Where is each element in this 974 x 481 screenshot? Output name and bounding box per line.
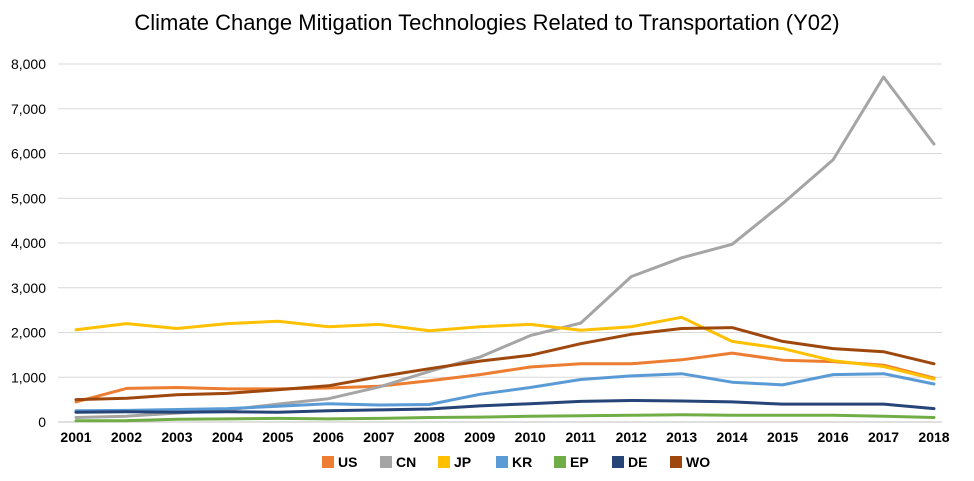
x-tick-label: 2010 xyxy=(515,429,546,445)
gridlines xyxy=(58,63,942,423)
series-line-de xyxy=(74,399,936,414)
legend-swatch-de xyxy=(612,456,624,468)
legend-swatch-wo xyxy=(670,456,682,468)
y-tick-label: 0 xyxy=(38,414,46,430)
x-tick-label: 2006 xyxy=(313,429,344,445)
legend-label-kr: KR xyxy=(512,454,532,470)
x-axis-ticks: 2001 2002 2003 2004 2005 2006 2007 2008 2009 2010… xyxy=(60,429,949,445)
legend-label-jp: JP xyxy=(454,454,471,470)
legend-label-us: US xyxy=(338,454,357,470)
y-axis-ticks: 0 1,000 2,000 3,000 4,000 5,000 6,000 7,000 8,00… xyxy=(11,56,46,430)
series-line-wo xyxy=(74,326,936,402)
legend-label-wo: WO xyxy=(686,454,710,470)
x-tick-label: 2001 xyxy=(60,429,91,445)
y-tick-label: 8,000 xyxy=(11,56,46,72)
y-tick-label: 3,000 xyxy=(11,280,46,296)
x-tick-label: 2002 xyxy=(111,429,142,445)
x-tick-label: 2011 xyxy=(566,429,597,445)
chart-title: Climate Change Mitigation Technologies R… xyxy=(134,10,839,35)
legend-swatch-jp xyxy=(438,456,450,468)
legend-swatch-kr xyxy=(496,456,508,468)
y-tick-label: 6,000 xyxy=(11,146,46,162)
y-tick-label: 4,000 xyxy=(11,235,46,251)
legend-label-ep: EP xyxy=(570,454,589,470)
x-tick-label: 2008 xyxy=(414,429,445,445)
x-tick-label: 2013 xyxy=(666,429,697,445)
series-lines xyxy=(74,75,936,423)
x-tick-label: 2009 xyxy=(464,429,495,445)
x-tick-label: 2016 xyxy=(817,429,848,445)
series-line-jp xyxy=(74,315,936,381)
x-tick-label: 2018 xyxy=(918,429,949,445)
y-tick-label: 2,000 xyxy=(11,325,46,341)
series-line-cn xyxy=(74,75,936,419)
y-tick-label: 5,000 xyxy=(11,190,46,206)
legend-label-de: DE xyxy=(628,454,647,470)
legend-swatch-cn xyxy=(380,456,392,468)
series-line-us xyxy=(74,351,936,404)
legend: US CN JP KR EP DE WO xyxy=(322,454,710,470)
legend-label-cn: CN xyxy=(396,454,416,470)
legend-swatch-ep xyxy=(554,456,566,468)
x-tick-label: 2003 xyxy=(161,429,192,445)
x-tick-label: 2004 xyxy=(212,429,243,445)
series-line-kr xyxy=(74,372,936,413)
x-tick-label: 2017 xyxy=(868,429,899,445)
x-tick-label: 2014 xyxy=(717,429,748,445)
x-tick-label: 2012 xyxy=(616,429,647,445)
legend-swatch-us xyxy=(322,456,334,468)
series-line-ep xyxy=(74,413,936,423)
y-tick-label: 7,000 xyxy=(11,101,46,117)
y-tick-label: 1,000 xyxy=(11,369,46,385)
x-tick-label: 2007 xyxy=(363,429,394,445)
x-tick-label: 2005 xyxy=(262,429,293,445)
x-tick-label: 2015 xyxy=(767,429,798,445)
